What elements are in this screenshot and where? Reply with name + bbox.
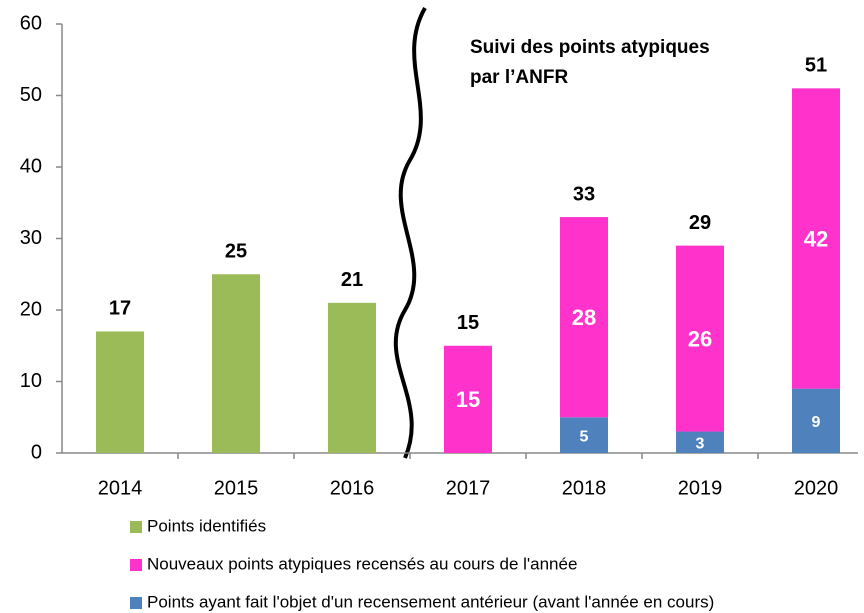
- bar-segment: [560, 417, 608, 453]
- segment-label: 9: [812, 414, 821, 431]
- segment-label: 28: [572, 305, 596, 330]
- y-tick-label: 40: [20, 155, 42, 177]
- x-tick-label: 2019: [678, 477, 723, 499]
- x-tick-label: 2015: [214, 477, 259, 499]
- segment-label: 5: [580, 428, 589, 445]
- legend-swatch: [130, 559, 142, 571]
- legend-label: Points identifiés: [147, 516, 266, 535]
- total-label: 29: [689, 212, 711, 234]
- total-label: 17: [109, 298, 131, 320]
- segment-label: 42: [804, 226, 828, 251]
- bar-segment: [212, 274, 260, 453]
- bar-segment: [96, 331, 144, 453]
- axis-break: [393, 7, 427, 459]
- x-tick-label: 2018: [562, 477, 607, 499]
- bar-segment: [792, 88, 840, 389]
- segment-label: 15: [456, 387, 480, 412]
- segment-label: 26: [688, 326, 712, 351]
- total-label: 15: [457, 312, 479, 334]
- y-tick-label: 30: [20, 227, 42, 249]
- x-tick-label: 2020: [794, 477, 839, 499]
- total-label: 25: [225, 241, 247, 263]
- bar-segment: [328, 302, 376, 453]
- total-label: 21: [341, 269, 363, 291]
- total-label: 33: [573, 183, 595, 205]
- legend-swatch: [130, 521, 142, 533]
- segment-label: 3: [696, 435, 705, 452]
- legend-label: Points ayant fait l'objet d'un recenseme…: [147, 592, 714, 611]
- x-tick-label: 2017: [446, 477, 491, 499]
- bar-segment: [560, 217, 608, 418]
- y-tick-label: 0: [31, 441, 42, 463]
- bar-segment: [676, 431, 724, 453]
- y-tick-label: 20: [20, 298, 42, 320]
- y-tick-label: 60: [20, 12, 42, 34]
- annotation: par l’ANFR: [470, 67, 568, 88]
- legend-swatch: [130, 597, 142, 609]
- annotation: Suivi des points atypiques: [470, 37, 710, 58]
- total-label: 51: [805, 55, 827, 77]
- x-tick-label: 2014: [98, 477, 143, 499]
- y-tick-label: 10: [20, 370, 42, 392]
- x-tick-label: 2016: [330, 477, 375, 499]
- bar-segment: [676, 245, 724, 432]
- y-tick-label: 50: [20, 84, 42, 106]
- legend-label: Nouveaux points atypiques recensés au co…: [147, 554, 577, 573]
- bar-segment: [444, 345, 492, 453]
- bar-segment: [792, 388, 840, 453]
